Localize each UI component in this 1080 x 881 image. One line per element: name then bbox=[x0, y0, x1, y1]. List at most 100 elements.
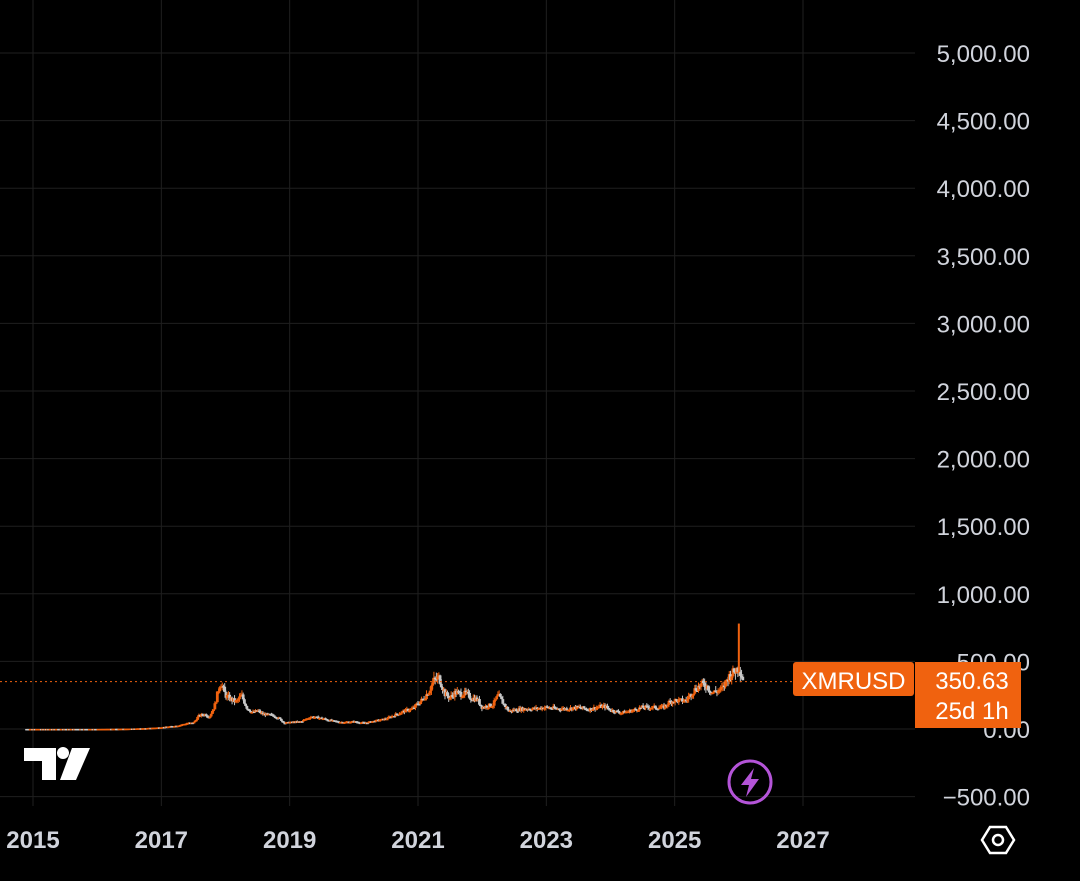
candle-down bbox=[485, 705, 489, 708]
settings-icon[interactable] bbox=[980, 825, 1016, 855]
candle-down bbox=[278, 717, 282, 719]
candle-down bbox=[582, 706, 586, 709]
candle-down bbox=[578, 706, 582, 709]
candle-up bbox=[494, 699, 497, 701]
candle-down bbox=[702, 680, 705, 684]
tradingview-logo-icon[interactable] bbox=[24, 747, 90, 780]
candle-up bbox=[630, 710, 634, 713]
candle-up bbox=[423, 699, 427, 701]
y-tick-label: 2,500.00 bbox=[937, 379, 1030, 406]
candle-down bbox=[613, 711, 617, 714]
candles bbox=[25, 623, 745, 731]
candle-up bbox=[214, 702, 218, 704]
y-axis[interactable]: 5,000.00 4,500.00 4,000.00 3,500.00 3,000.00… bbox=[937, 41, 1030, 812]
y-tick-label: −500.00 bbox=[943, 785, 1030, 812]
candle-down bbox=[320, 717, 324, 720]
candle-down bbox=[393, 715, 396, 718]
y-tick-label: 3,000.00 bbox=[937, 311, 1030, 338]
candle-up bbox=[620, 712, 624, 715]
candle-down bbox=[565, 708, 569, 711]
candle-down bbox=[558, 708, 561, 711]
candle-up bbox=[427, 693, 431, 696]
candle-down bbox=[441, 687, 444, 690]
candle-up bbox=[399, 713, 403, 715]
candle-up bbox=[486, 707, 490, 710]
candle-down bbox=[244, 703, 248, 707]
candle-up bbox=[215, 691, 219, 703]
candle-up bbox=[495, 696, 499, 700]
candle-down bbox=[271, 714, 275, 716]
y-tick-label: 1,500.00 bbox=[937, 514, 1030, 541]
y-tick-label: 2,000.00 bbox=[937, 447, 1030, 474]
candle-up bbox=[195, 719, 198, 722]
candle-up bbox=[235, 700, 239, 702]
candle-down bbox=[366, 722, 369, 725]
candle-down bbox=[468, 693, 471, 699]
y-tick-label: 4,000.00 bbox=[937, 176, 1030, 203]
candle-up bbox=[236, 699, 240, 701]
candle-down bbox=[639, 707, 643, 710]
candle-down bbox=[709, 691, 713, 694]
candle-down bbox=[529, 709, 533, 712]
candle-down bbox=[656, 708, 660, 711]
candle-up bbox=[687, 696, 691, 700]
candle-down bbox=[446, 692, 449, 696]
candle-down bbox=[258, 710, 262, 714]
candle-up bbox=[597, 706, 601, 709]
candle-down bbox=[732, 668, 736, 673]
candle-up bbox=[209, 713, 213, 717]
candle-up bbox=[211, 710, 214, 714]
candle-down bbox=[242, 699, 246, 704]
candle-up bbox=[626, 711, 630, 714]
x-tick-label: 2015 bbox=[6, 827, 59, 854]
candle-down bbox=[535, 707, 539, 709]
candle-down bbox=[252, 711, 256, 714]
candle-down bbox=[681, 698, 684, 702]
y-tick-label: 1,000.00 bbox=[937, 582, 1030, 609]
candle-up bbox=[567, 709, 571, 712]
candle-down bbox=[447, 695, 451, 699]
candle-up bbox=[693, 688, 697, 694]
candle-up bbox=[407, 710, 411, 712]
x-tick-label: 2027 bbox=[776, 827, 829, 854]
candle-down bbox=[738, 671, 742, 676]
x-axis[interactable]: 2015 2017 2019 2021 2023 2025 2027 bbox=[6, 827, 829, 854]
lightning-bolt-icon[interactable] bbox=[727, 759, 773, 805]
x-tick-label: 2019 bbox=[263, 827, 316, 854]
ticker-label: XMRUSD bbox=[801, 668, 905, 695]
candle-down bbox=[417, 704, 421, 706]
candle-down bbox=[201, 714, 204, 716]
candle-up bbox=[666, 705, 670, 707]
candle-up bbox=[212, 709, 216, 711]
candle-down bbox=[228, 694, 232, 701]
candle-up bbox=[414, 704, 417, 708]
candle-up bbox=[677, 699, 681, 703]
candle-down bbox=[325, 719, 329, 721]
candle-up bbox=[313, 717, 316, 719]
candle-down bbox=[695, 690, 699, 692]
last-price-label: 350.63 bbox=[935, 668, 1008, 695]
candle-up bbox=[571, 707, 575, 710]
ticker-badge[interactable]: XMRUSD bbox=[793, 662, 914, 696]
candle-up bbox=[650, 707, 654, 710]
price-badge[interactable]: 350.63 25d 1h bbox=[915, 662, 1021, 728]
candle-up bbox=[192, 721, 196, 724]
y-tick-label: 4,500.00 bbox=[937, 109, 1030, 136]
candle-down bbox=[412, 707, 416, 710]
candle-up bbox=[208, 716, 212, 718]
candle-up bbox=[591, 709, 595, 711]
candle-up bbox=[575, 705, 579, 710]
candle-up bbox=[432, 677, 436, 683]
candle-up bbox=[716, 690, 720, 693]
candle-down bbox=[223, 686, 227, 693]
candle-down bbox=[498, 693, 502, 697]
candle-down bbox=[514, 709, 518, 712]
candle-down bbox=[740, 675, 743, 678]
candle-up bbox=[239, 695, 243, 697]
candle-up bbox=[636, 710, 640, 712]
candle-down bbox=[475, 697, 479, 701]
candle-down bbox=[694, 688, 698, 691]
candle-down bbox=[224, 692, 228, 698]
